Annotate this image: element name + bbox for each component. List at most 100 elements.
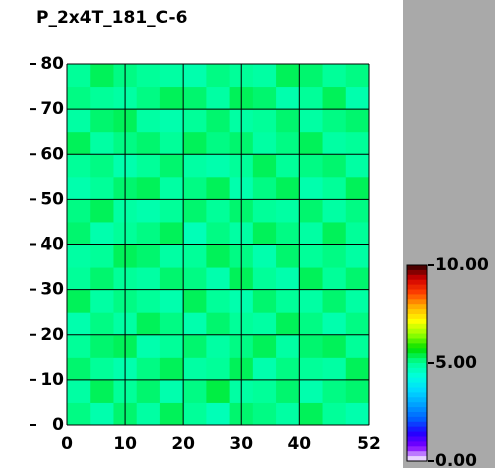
heatmap-cell	[322, 289, 347, 313]
heatmap-cell	[159, 334, 184, 358]
heatmap-cell	[322, 244, 347, 268]
heatmap-cell	[90, 289, 114, 313]
heatmap-cell	[159, 131, 184, 155]
colorbar-swatch	[407, 348, 427, 354]
heatmap-cell	[299, 154, 324, 178]
heatmap-cell	[252, 357, 277, 381]
heatmap-cell	[136, 221, 161, 245]
heatmap-cell	[252, 289, 277, 313]
colorbar-swatch	[407, 353, 427, 359]
colorbar-swatch	[407, 451, 427, 457]
heatmap-cell	[136, 64, 161, 88]
x-tick-label: 52	[357, 434, 381, 454]
heatmap-cell	[136, 176, 161, 200]
heatmap-cell	[322, 154, 347, 178]
heatmap-cell	[136, 312, 161, 336]
heatmap-cell	[345, 199, 370, 223]
heatmap-cell	[322, 64, 347, 88]
heatmap-cell	[183, 244, 207, 268]
y-tick-label: 70	[40, 99, 64, 119]
heatmap-cell	[136, 379, 161, 403]
colorbar-swatch	[407, 328, 427, 335]
heatmap-cell	[299, 334, 324, 358]
y-tick-label: 50	[40, 189, 64, 209]
colorbar-swatch	[407, 446, 427, 452]
heatmap-cell	[206, 312, 231, 336]
heatmap-cell	[90, 244, 114, 268]
heatmap-cell	[90, 267, 114, 291]
heatmap-cell	[183, 289, 207, 313]
colorbar-swatch	[407, 338, 427, 344]
heatmap-cell	[276, 244, 300, 268]
colorbar-swatch	[407, 397, 427, 403]
heatmap-cell	[252, 379, 277, 403]
heatmap-cell	[67, 379, 91, 403]
colorbar-swatch	[407, 343, 427, 349]
heatmap-cell	[299, 64, 324, 88]
colorbar-swatch	[407, 402, 427, 408]
heatmap-cell	[90, 176, 114, 200]
heatmap-cell	[206, 267, 231, 291]
heatmap-cell	[67, 221, 91, 245]
heatmap-cell	[276, 289, 300, 313]
heatmap-cell	[252, 176, 277, 200]
heatmap-cell	[183, 176, 207, 200]
heatmap-cell	[159, 244, 184, 268]
y-tick-label: 20	[40, 325, 64, 345]
heatmap-cell	[159, 379, 184, 403]
heatmap-cell	[345, 221, 370, 245]
colorbar-swatch	[407, 431, 427, 437]
colorbar-swatch	[407, 358, 427, 364]
heatmap-cell	[345, 402, 370, 426]
x-tick-label: 30	[229, 434, 253, 454]
heatmap-cell	[183, 221, 207, 245]
colorbar	[406, 264, 434, 462]
heatmap-cell	[299, 131, 324, 155]
heatmap-cell	[136, 289, 161, 313]
colorbar-swatch	[407, 441, 427, 447]
colorbar-swatch	[407, 367, 427, 374]
heatmap-cell	[299, 86, 324, 110]
heatmap-cell	[299, 221, 324, 245]
heatmap-cell	[276, 379, 300, 403]
heatmap-cell	[136, 244, 161, 268]
heatmap-cell	[299, 176, 324, 200]
heatmap-cell	[252, 199, 277, 223]
heatmap-cell	[299, 289, 324, 313]
heatmap-cell	[276, 357, 300, 381]
heatmap-cell	[252, 221, 277, 245]
colorbar-swatch	[407, 274, 427, 281]
colorbar-swatch	[407, 309, 427, 315]
heatmap-cell	[206, 334, 231, 358]
y-tick-label: 0	[52, 415, 64, 435]
heatmap-cell	[276, 312, 300, 336]
heatmap-cell	[322, 402, 347, 426]
heatmap-cell	[90, 109, 114, 133]
colorbar-swatch	[407, 314, 427, 320]
heatmap-cell	[183, 312, 207, 336]
heatmap-cell	[159, 64, 184, 88]
y-tick-label: 10	[40, 370, 64, 390]
heatmap-cell	[206, 379, 231, 403]
heatmap-cell	[322, 267, 347, 291]
heatmap-cell	[67, 357, 91, 381]
heatmap-cell	[183, 357, 207, 381]
heatmap-cell	[183, 109, 207, 133]
heatmap-cell	[322, 312, 347, 336]
heatmap-cell	[183, 199, 207, 223]
heatmap-cell	[136, 109, 161, 133]
colorbar-swatch	[407, 412, 427, 418]
heatmap-cell	[252, 244, 277, 268]
colorbar-swatch	[407, 304, 427, 310]
heatmap-cell	[276, 109, 300, 133]
labels: 0 10 20 30 40 52 0 10 20 30 40 50 60 70 80 0.00 5.00 10.0…	[40, 54, 489, 468]
colorbar-tick-label: 0.00	[435, 451, 477, 468]
heatmap-cell	[159, 154, 184, 178]
heatmap-cell	[322, 131, 347, 155]
heatmap-cell	[299, 402, 324, 426]
heatmap-cell	[299, 109, 324, 133]
heatmap-cell	[299, 267, 324, 291]
heatmap-cell	[90, 334, 114, 358]
heatmap-cell	[345, 289, 370, 313]
